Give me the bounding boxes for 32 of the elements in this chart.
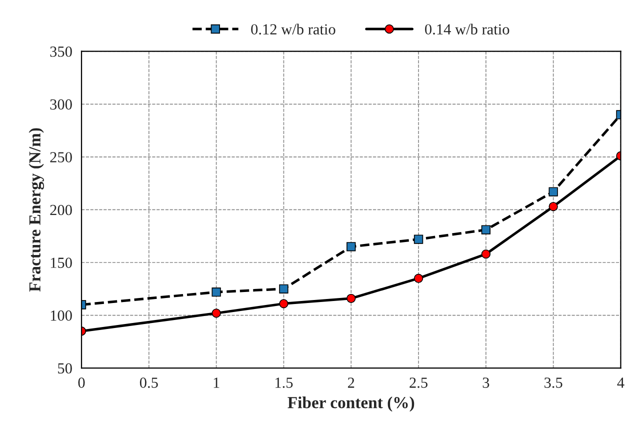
- point: [548, 187, 558, 196]
- x-tick-label: 1.5: [276, 378, 293, 388]
- point: [346, 294, 356, 303]
- point: [279, 284, 288, 294]
- y-tick-label: 200: [50, 204, 72, 216]
- y-tick-label: 300: [50, 99, 72, 110]
- point: [279, 299, 288, 308]
- y-tick-label: 100: [50, 310, 72, 321]
- point: [346, 242, 356, 252]
- point: [212, 287, 221, 297]
- x-axis-title: Fiber content (%): [288, 396, 414, 412]
- x-tick-label: 3.5: [544, 378, 562, 388]
- point: [548, 202, 558, 212]
- x-tick-label: 2: [348, 378, 354, 388]
- point: [481, 225, 491, 234]
- x-tick-label: 0: [78, 378, 85, 388]
- y-tick-label: 50: [58, 363, 72, 374]
- point: [414, 234, 424, 244]
- legend-label: 0.14 w/b ratio: [425, 24, 510, 35]
- x-tick-label: 4: [617, 378, 624, 388]
- x-tick-label: 3: [482, 378, 490, 388]
- x-tick-label: 2.5: [410, 378, 428, 388]
- x-tick-label: 1: [214, 378, 220, 388]
- y-tick-label: 250: [50, 152, 72, 162]
- y-tick-label: 150: [50, 258, 72, 268]
- y-tick-label: 350: [50, 46, 72, 57]
- point: [481, 249, 491, 259]
- x-tick-label: 0.5: [140, 378, 158, 388]
- y-axis-title: Fracture Energy (N/m): [28, 128, 44, 292]
- point: [212, 308, 221, 318]
- point: [414, 274, 424, 283]
- legend-label: 0.12 w/b ratio: [251, 24, 336, 35]
